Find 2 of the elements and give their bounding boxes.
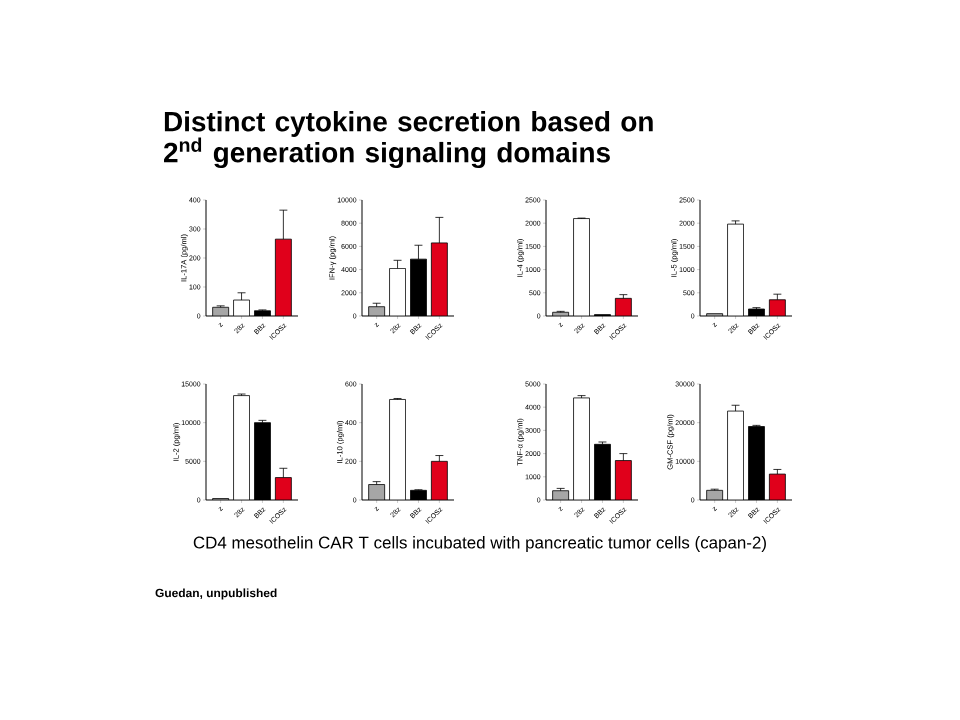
- text: CD4 mesothelin CAR T cells incubated with pancreatic tumor cells (capan-2): [193, 536, 766, 552]
- text: Distinct cytokine secretion based on 2$^{nd}$ generation signaling domains: [164, 111, 653, 169]
